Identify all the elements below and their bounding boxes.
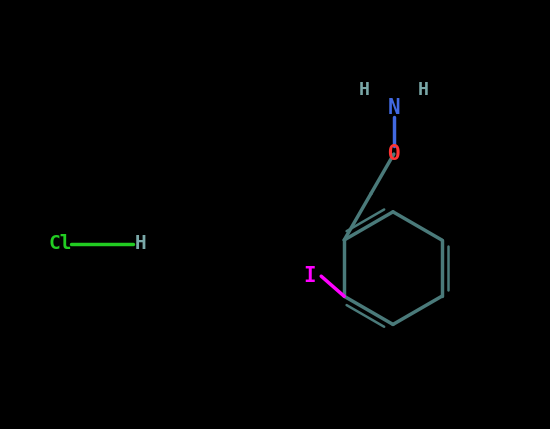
Text: H: H: [359, 81, 370, 99]
Text: H: H: [135, 235, 147, 254]
Text: H: H: [418, 81, 429, 99]
Text: O: O: [388, 144, 400, 164]
Text: I: I: [303, 266, 316, 286]
Text: N: N: [388, 99, 400, 118]
Text: Cl: Cl: [49, 235, 72, 254]
